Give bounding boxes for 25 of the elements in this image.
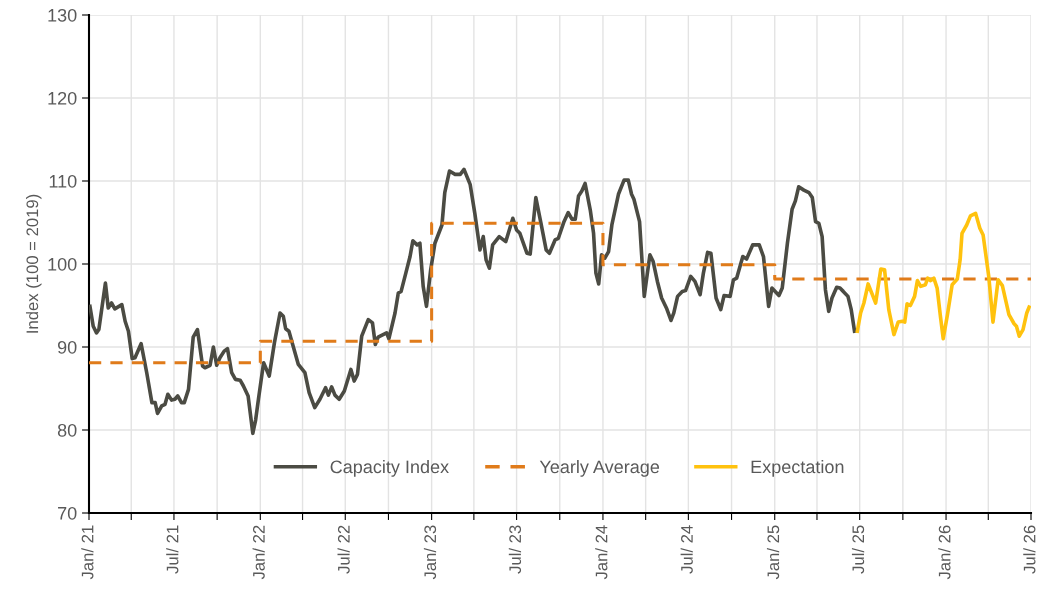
x-tick-label: Jan/ 24 <box>595 525 608 580</box>
x-tick-label: Jul/ 22 <box>337 525 350 574</box>
y-tick-label: 90 <box>57 340 77 354</box>
y-tick-label: 80 <box>57 423 77 437</box>
legend-label: Expectation <box>751 460 844 477</box>
y-tick-label: 70 <box>58 506 77 520</box>
x-tick-label: Jul/ 21 <box>166 525 179 574</box>
y-tick-label: 110 <box>49 174 77 188</box>
line-series <box>89 167 857 436</box>
y-tick-label: 100 <box>48 257 77 271</box>
y-axis-title: Index (100 = 2019) <box>25 194 42 333</box>
line-series <box>855 211 1031 341</box>
x-tick-label: Jul/ 23 <box>508 525 522 574</box>
legend-label: Capacity Index <box>330 460 449 477</box>
x-tick-label: Jan/ 26 <box>938 525 951 580</box>
x-tick-label: Jan/ 22 <box>252 525 265 580</box>
x-tick-label: Jul/ 24 <box>680 525 693 574</box>
x-tick-label: Jan/ 25 <box>766 525 780 580</box>
y-tick-label: 130 <box>48 8 77 22</box>
legend-label: Yearly Average <box>539 460 660 477</box>
y-tick-label: 120 <box>48 91 77 105</box>
x-tick-label: Jul/ 26 <box>1023 525 1036 574</box>
x-tick-label: Jul/ 25 <box>851 525 865 574</box>
x-tick-label: Jan/ 21 <box>81 525 94 580</box>
x-tick-label: Jan/ 23 <box>423 525 437 580</box>
